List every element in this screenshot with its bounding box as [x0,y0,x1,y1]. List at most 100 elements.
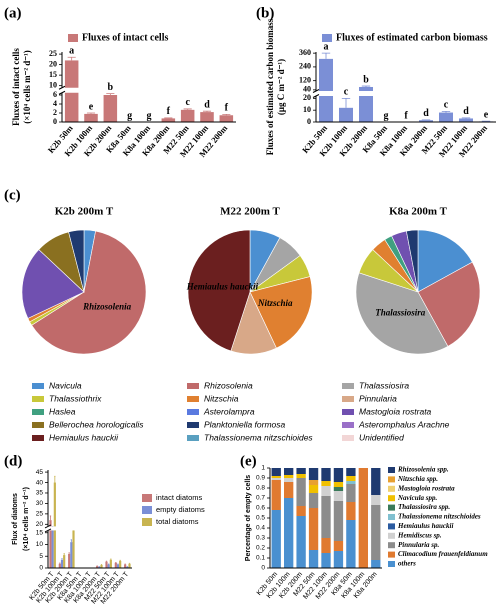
pie-slice [417,261,481,347]
bar-segment [333,487,344,491]
legend-label: others [398,560,416,568]
legend-swatch [187,396,199,402]
y-tick-label: 10 [36,541,44,548]
legend-label: Thalassionema nitzschioides [204,432,313,442]
pie-slice [68,229,85,293]
bar-segment [284,478,294,482]
y-tick-label: 0 [261,565,265,572]
y-tick-label: 20 [303,93,311,102]
significance-letter: g [384,110,389,121]
legend-label: Asteromphalus Arachne [358,419,450,429]
bar-segment [284,468,294,475]
bar [339,107,353,122]
legend-swatch [187,409,199,415]
bar-segment [321,468,331,481]
y-axis-label: Fluxes of estimated carbon biomass [265,18,275,155]
significance-letter: c [344,87,349,98]
legend-label: Mastogloia rostrata [397,484,455,492]
y-tick-label: 0.9 [256,475,265,482]
axis-break [317,91,496,96]
bar [126,566,129,568]
bar [107,564,110,568]
axis-break [44,528,52,533]
bar [319,58,333,122]
legend-swatch [342,396,354,402]
bar-segment [308,508,319,550]
panel-label: (a) [4,5,22,21]
pie-slice [417,229,473,293]
legend-swatch [342,383,354,389]
bar-segment [333,551,344,568]
legend-label: Mastogloia rostrata [359,406,432,416]
error-bar [183,108,192,110]
bar-segment [371,505,381,560]
legend-swatch [388,485,395,492]
error-bar [321,52,331,59]
legend-swatch [342,435,354,441]
y-tick-label: 0.1 [256,555,265,562]
pie-slice [406,229,419,293]
y-tick-label: 0.3 [256,535,265,542]
bar-segment [284,498,294,568]
bar [119,560,122,568]
y-tick-label: 0 [39,565,43,572]
y-tick-label: 10 [49,80,57,89]
significance-letter: e [484,109,489,120]
error-bar [63,553,65,556]
bar-segment [321,538,331,553]
y-tick-label: 5 [39,553,43,560]
legend-swatch [32,383,44,389]
y-tick-label: 35 [36,490,44,497]
significance-letter: g [127,110,132,121]
bar [105,561,108,568]
legend-label: Navicula [49,380,82,390]
bar [70,542,73,568]
bar [100,564,103,568]
legend-swatch [388,467,395,473]
significance-letter: c [444,100,449,111]
bar-segment [271,478,281,480]
legend-swatch [187,422,199,428]
y-tick-label: 25 [36,511,44,518]
bar-segment [346,468,356,476]
legend-label: Navicula spp. [397,494,438,502]
bar-segment [358,468,368,568]
y-axis-label: (μg C m⁻² d⁻¹) [276,59,286,115]
error-bar [106,93,115,95]
bar [219,115,234,122]
pie-title: K8a 200m T [389,206,448,218]
legend-swatch [388,476,395,483]
legend-swatch [388,532,395,539]
bar-segment [321,486,331,496]
bar-segment [308,550,319,568]
pie-annotation: Rhizosolenia [82,302,132,312]
error-bar [119,559,121,561]
bar-segment [346,484,356,502]
legend-swatch [388,561,395,567]
bar [53,482,56,568]
bar [68,553,71,568]
significance-letter: d [423,108,429,119]
legend-label: Thalassiosira [359,380,409,390]
legend-swatch [142,518,152,526]
bar-segment [296,478,306,506]
bar-segment [271,476,281,478]
bar-segment [333,468,344,482]
bar [63,555,66,568]
legend-swatch [32,396,44,402]
pie-title: M22 200m T [220,206,280,218]
y-axis-label: Flux of diatoms [12,493,19,545]
legend-label: Fluxes of estimated carbon biomass [336,32,488,43]
error-bar [341,97,351,108]
y-tick-label: 20 [36,521,44,528]
legend-label: Nitzschia [204,393,239,403]
bar-segment [296,474,306,478]
bar [72,530,75,568]
error-bar [86,112,96,114]
legend-label: Planktoniella formosa [204,419,286,429]
y-tick-label: 10 [303,105,311,114]
y-tick-label: 0.7 [256,495,265,502]
axis-break [312,94,320,98]
axis-break [49,526,132,531]
y-tick-label: 2 [53,108,57,117]
